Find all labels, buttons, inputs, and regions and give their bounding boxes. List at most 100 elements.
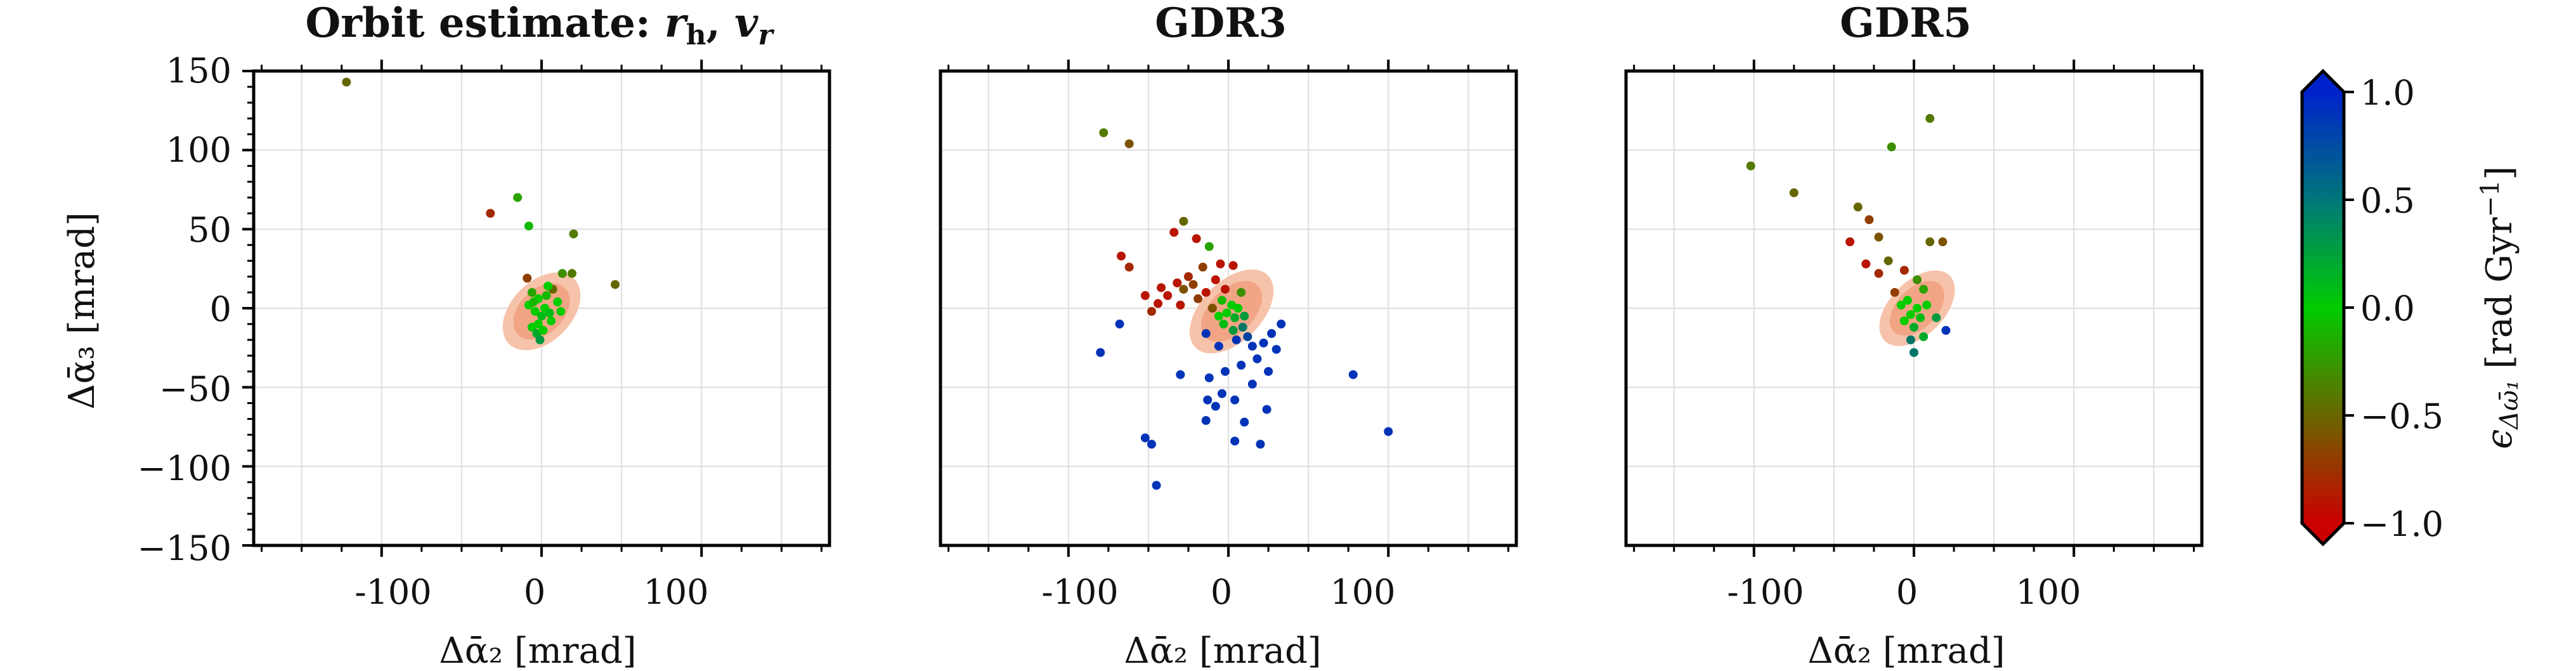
data-point [1216,259,1225,269]
x-tick-labels-panel-3: -100 0 100 [1727,572,2081,612]
data-point [1925,114,1935,123]
colorbar-tick-label: 1.0 [2360,73,2415,113]
data-point [1219,319,1228,329]
data-point [535,335,545,344]
xtick-label: 100 [1330,572,1395,612]
data-point [553,297,563,307]
xtick-label: 100 [643,572,708,612]
data-point [1228,261,1238,270]
xtick-label: -100 [1727,572,1804,612]
data-point [1154,299,1163,308]
data-point [1890,288,1899,297]
data-point [1916,313,1925,322]
colorbar-extend-top [2302,71,2344,92]
ytick-label: −100 [138,448,231,488]
data-point [1220,367,1230,376]
data-point [1925,237,1935,247]
data-point [1909,322,1918,332]
data-point [1157,283,1166,292]
data-point [1115,319,1124,329]
data-point [1217,389,1226,398]
data-point [1896,301,1906,310]
data-point [1853,202,1863,212]
data-point [1913,275,1922,285]
data-point [1152,481,1161,490]
x-axis-label-panel-3: Δᾱ₂ [mrad] [1807,630,2005,671]
data-point [1272,344,1281,354]
panel-3-title: GDR5 [1840,0,1972,47]
ytick-label: 0 [210,289,231,329]
data-point [1201,416,1211,426]
data-point [1238,322,1247,332]
colorbar-ticks [2344,91,2354,524]
data-point [486,209,495,218]
data-point [1183,272,1193,282]
data-point [1922,301,1932,310]
data-point [1941,325,1951,335]
data-point [1913,304,1922,313]
data-point [1204,373,1214,382]
data-point [1919,285,1929,294]
data-point [1874,269,1883,278]
data-point [1096,348,1105,357]
data-point [543,282,553,291]
xtick-label: 0 [1896,572,1918,612]
y-tick-labels: 150 100 50 0 −50 −100 −150 [138,51,231,568]
data-point [1163,291,1173,301]
data-point [1262,405,1272,414]
x-axis-label-panel-2: Δᾱ₂ [mrad] [1124,630,1321,671]
data-point [1384,427,1393,436]
data-point [1220,285,1230,294]
data-point [1906,309,1915,319]
data-point [1140,433,1150,443]
data-point [1176,370,1185,379]
x-tick-labels-panel-2: -100 0 100 [1041,572,1395,612]
x-tick-labels-panel-1: -100 0 100 [355,572,708,612]
data-point [1883,256,1893,266]
data-point [1211,275,1220,285]
data-point [1230,436,1240,446]
data-point [1237,360,1246,370]
data-point [1222,308,1232,318]
x-axis-label-panel-1: Δᾱ₂ [mrad] [439,630,636,671]
colorbar-tick-label: 0.0 [2360,289,2415,329]
ytick-label: 100 [166,130,231,170]
data-point [1203,395,1213,405]
data-point [1214,311,1223,321]
data-point [1232,335,1241,344]
data-point [537,311,546,321]
data-point [1247,341,1257,351]
data-point [1899,316,1909,325]
data-point [513,193,523,202]
panel-2-plot-area [939,60,1518,557]
data-point [1267,329,1277,338]
data-point [1211,401,1220,411]
data-point [1861,259,1871,269]
data-point [523,273,532,283]
data-point [1176,301,1185,310]
data-point [1099,128,1109,138]
data-point [1140,291,1150,301]
data-point [1147,440,1156,449]
colorbar-label: ϵΔω̄₁ [rad Gyr−1] [2476,166,2524,449]
data-point [1217,296,1226,305]
y-axis-label: Δᾱ₃ [mrad] [62,212,103,409]
data-point [1204,242,1214,251]
data-point [1201,329,1211,338]
data-point [1188,280,1198,289]
data-point [1919,332,1929,341]
data-point [1124,263,1134,272]
data-point [1173,278,1182,288]
data-point [1903,296,1912,305]
xtick-label: -100 [355,572,431,612]
data-point [1845,237,1855,247]
data-point [1932,313,1941,322]
data-point [1256,440,1265,449]
ytick-label: −50 [159,369,231,409]
data-point [538,325,548,335]
ytick-label: 50 [188,210,231,250]
data-point [1899,266,1909,275]
data-point [1252,354,1262,363]
colorbar: 1.0 0.5 0.0 −0.5 −1.0 ϵΔω̄₁ [rad Gyr−1] [2300,68,2524,547]
